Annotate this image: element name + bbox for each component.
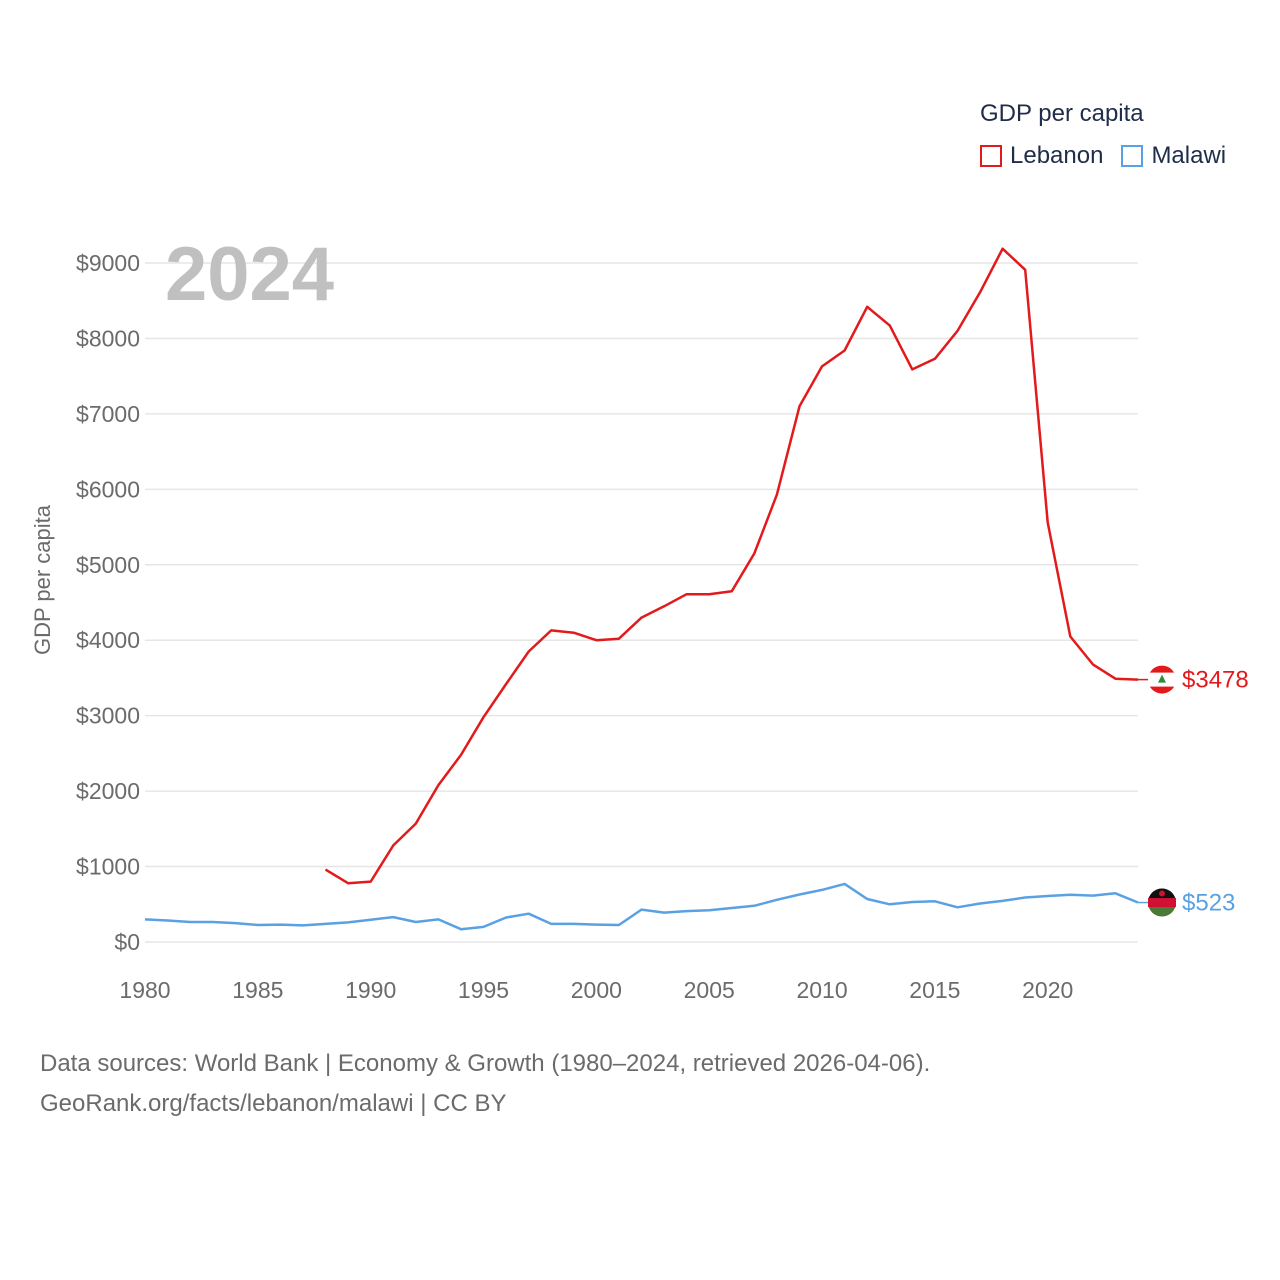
legend-item-lebanon[interactable]: Lebanon	[980, 142, 1103, 170]
y-tick-label: $3000	[76, 703, 140, 729]
x-tick-label: 2010	[796, 977, 847, 1003]
x-tick-label: 2000	[571, 977, 622, 1003]
y-tick-label: $6000	[76, 476, 140, 502]
y-tick-label: $7000	[76, 401, 140, 427]
end-label-lebanon: $3478	[1182, 667, 1249, 694]
gdp-line-chart: $0 $1000 $2000 $3000 $4000 $5000 $6000 $7000 $80…	[30, 232, 1249, 1003]
y-tick-label: $1000	[76, 854, 140, 880]
legend-swatch-lebanon	[980, 145, 1002, 167]
y-tick-label: $9000	[76, 250, 140, 276]
x-tick-label: 1985	[232, 977, 283, 1003]
year-label: 2024	[165, 232, 334, 317]
y-tick-label: $2000	[76, 778, 140, 804]
series-line-malawi	[144, 882, 1139, 931]
y-axis-label: GDP per capita	[30, 504, 55, 655]
legend-title: GDP per capita	[980, 100, 1144, 127]
x-tick-label: 1995	[458, 977, 509, 1003]
legend-label-malawi: Malawi	[1151, 142, 1227, 169]
source-line-2[interactable]: GeoRank.org/facts/lebanon/malawi | CC BY	[40, 1090, 507, 1117]
legend-item-malawi[interactable]: Malawi	[1121, 142, 1226, 170]
y-tick-label: $5000	[76, 552, 140, 578]
legend-label-lebanon: Lebanon	[1010, 142, 1104, 169]
x-tick-label: 1980	[119, 977, 170, 1003]
source-note: Data sources: World Bank | Economy & Gro…	[40, 1044, 930, 1124]
x-tick-label: 2015	[909, 977, 960, 1003]
y-tick-label: $8000	[76, 325, 140, 351]
series-line-lebanon	[324, 247, 1139, 885]
flag-malawi-sun	[1159, 890, 1165, 897]
source-line-1: Data sources: World Bank | Economy & Gro…	[40, 1050, 931, 1077]
legend: Lebanon Malawi	[980, 142, 1244, 170]
y-tick-label: $0	[114, 929, 140, 955]
legend-swatch-malawi	[1121, 145, 1144, 167]
x-tick-label: 1990	[345, 977, 396, 1003]
x-tick-label: 2020	[1022, 977, 1073, 1003]
flag-lebanon-cedar	[1158, 674, 1166, 683]
flag-malawi-band	[1148, 898, 1176, 908]
x-tick-label: 2005	[684, 977, 735, 1003]
end-label-malawi: $523	[1182, 890, 1235, 917]
y-tick-label: $4000	[76, 627, 140, 653]
